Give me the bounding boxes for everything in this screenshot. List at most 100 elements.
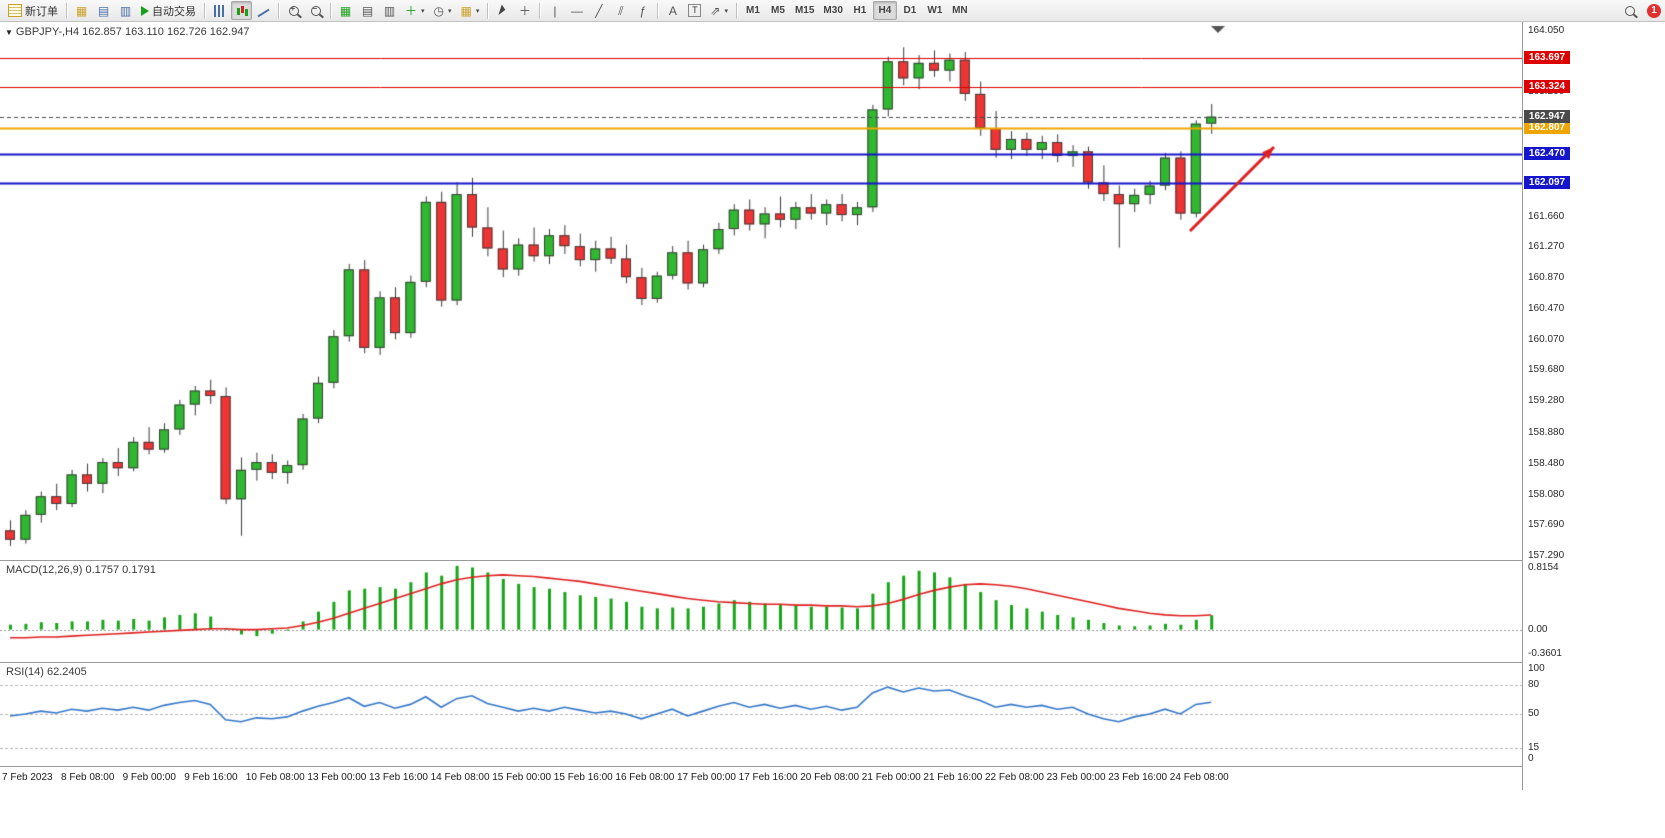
price-tick: 160.470 (1528, 303, 1565, 315)
one-click-trading-toggle[interactable]: ▼ (5, 28, 13, 37)
arrows-tool-icon: ⇗ (710, 3, 721, 18)
timeframe-h1-button[interactable]: H1 (848, 1, 872, 20)
tile-windows-button[interactable]: ▦ (335, 1, 356, 20)
timeframe-mn-button[interactable]: MN (948, 1, 972, 20)
channel-button[interactable]: ⫽ (610, 1, 631, 20)
pane-separator[interactable] (0, 560, 1665, 561)
timeframe-d1-button[interactable]: D1 (898, 1, 922, 20)
price-tick: 158.880 (1528, 426, 1565, 438)
profiles-icon: ▦ (75, 3, 88, 18)
line-chart-icon (257, 8, 270, 17)
time-axis-label: 7 Feb 2023 (2, 772, 53, 783)
zoom-out-button[interactable]: − (305, 1, 326, 20)
timeframe-m1-button[interactable]: M1 (741, 1, 765, 20)
search-icon (1624, 5, 1635, 16)
rsi-scale-label: 80 (1528, 679, 1540, 691)
time-axis-label: 8 Feb 08:00 (61, 772, 115, 783)
price-tick: 160.070 (1528, 334, 1565, 346)
candlestick-chart-button[interactable] (231, 1, 252, 20)
dropdown-arrow-icon: ▾ (475, 7, 480, 15)
autotrading-play-icon (141, 5, 149, 16)
new-order-button[interactable]: 新订单 (4, 1, 62, 20)
timeframe-m5-button[interactable]: M5 (766, 1, 790, 20)
rsi-pane-canvas[interactable] (0, 662, 1522, 766)
crosshair-button[interactable]: ＋ (514, 1, 535, 20)
bar-chart-button[interactable] (209, 1, 230, 20)
periods-button[interactable]: ◷ ▾ (430, 1, 456, 20)
macd-pane-canvas[interactable] (0, 560, 1522, 662)
profiles-button[interactable]: ▦ (71, 1, 92, 20)
time-axis-label: 21 Feb 00:00 (861, 772, 921, 783)
cascade-windows-button[interactable]: ▤ (357, 1, 378, 20)
macd-scale-label: 0.00 (1528, 623, 1548, 635)
price-axis[interactable]: 164.050163.660163.260162.860162.460162.0… (1522, 22, 1665, 790)
vertical-line-button[interactable]: | (544, 1, 565, 20)
fibonacci-button[interactable]: ƒ (632, 1, 653, 20)
timeframe-w1-button[interactable]: W1 (923, 1, 947, 20)
text-icon: A (668, 3, 677, 18)
price-tick: 159.680 (1528, 364, 1565, 376)
market-watch-button[interactable]: ▤ (93, 1, 114, 20)
rsi-scale-label: 100 (1528, 663, 1545, 674)
search-button[interactable] (1619, 1, 1640, 20)
horizontal-line-icon: — (570, 3, 583, 18)
text-button[interactable]: A (662, 1, 683, 20)
vertical-line-icon: | (553, 3, 557, 18)
indicators-button[interactable]: ＋ ▾ (401, 1, 429, 20)
toolbar-separator (66, 2, 67, 19)
rsi-scale-label: 15 (1528, 741, 1540, 753)
time-axis-label: 16 Feb 08:00 (615, 772, 675, 783)
macd-indicator-label: MACD(12,26,9) 0.1757 0.1791 (6, 564, 156, 576)
time-axis-label: 20 Feb 08:00 (800, 772, 860, 783)
time-axis-label: 22 Feb 08:00 (985, 772, 1044, 783)
time-axis-label: 13 Feb 16:00 (369, 772, 428, 783)
trendline-button[interactable]: ╱ (588, 1, 609, 20)
time-axis-label: 14 Feb 08:00 (430, 772, 490, 783)
rsi-scale-label: 0 (1528, 753, 1534, 764)
price-chart-canvas[interactable] (0, 22, 1522, 560)
indicators-plus-icon: ＋ (405, 3, 418, 18)
line-chart-button[interactable] (253, 1, 274, 20)
time-axis[interactable]: 7 Feb 2023 8 Feb 08:00 9 Feb 00:00 9 Feb 16… (0, 767, 1522, 790)
navigator-button[interactable]: ▥ (115, 1, 136, 20)
market-watch-icon: ▤ (97, 3, 110, 18)
navigator-icon: ▥ (119, 3, 132, 18)
horizontal-line-button[interactable]: — (566, 1, 587, 20)
price-tick: 161.660 (1528, 210, 1565, 222)
time-axis-label: 23 Feb 16:00 (1108, 772, 1168, 783)
time-axis-label: 10 Feb 08:00 (245, 772, 305, 783)
rsi-indicator-label: RSI(14) 62.2405 (6, 666, 87, 678)
chart-title: ▼ GBPJPY-,H4 162.857 163.110 162.726 162.… (5, 26, 250, 38)
timeframe-m30-button[interactable]: M30 (819, 1, 846, 20)
notification-badge[interactable]: 1 (1647, 3, 1661, 18)
toolbar-separator (487, 2, 489, 19)
cursor-button[interactable] (492, 1, 513, 20)
arrange-windows-icon: ▥ (383, 3, 396, 18)
price-line-badge: 162.807 (1524, 120, 1570, 134)
autotrading-button[interactable]: 自动交易 (137, 1, 200, 20)
toolbar-separator (204, 2, 205, 19)
time-axis-label: 9 Feb 00:00 (122, 772, 176, 783)
clock-icon: ◷ (433, 3, 445, 18)
timeframe-m15-button[interactable]: M15 (791, 1, 818, 20)
zoom-in-button[interactable]: + (283, 1, 304, 20)
timeframe-h4-button[interactable]: H4 (872, 1, 897, 20)
price-line-badge: 162.470 (1524, 146, 1570, 160)
templates-button[interactable]: ▦ ▾ (457, 1, 484, 20)
toolbar-separator (657, 2, 659, 19)
toolbar-separator (735, 2, 737, 19)
channel-icon: ⫽ (618, 3, 624, 18)
crosshair-icon: ＋ (518, 3, 531, 18)
arrange-windows-button[interactable]: ▥ (379, 1, 400, 20)
pane-separator[interactable] (0, 662, 1665, 663)
text-label-button[interactable]: T (684, 1, 705, 20)
arrows-tool-button[interactable]: ⇗ ▾ (706, 1, 732, 20)
time-axis-label: 9 Feb 16:00 (184, 772, 238, 783)
price-tick: 164.050 (1528, 25, 1565, 36)
candlestick-chart-icon (236, 5, 248, 17)
tile-windows-icon: ▦ (339, 3, 352, 18)
price-tick: 157.690 (1528, 518, 1565, 530)
trendline-icon: ╱ (595, 3, 603, 18)
cursor-icon (498, 4, 507, 17)
